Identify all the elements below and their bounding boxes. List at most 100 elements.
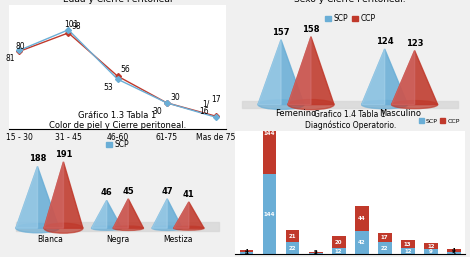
CCP (115, 75, 120, 78)
Bar (240, 252, 253, 254)
Text: 2: 2 (314, 251, 317, 256)
Polygon shape (362, 49, 384, 105)
Text: 123: 123 (406, 39, 423, 48)
Polygon shape (392, 51, 438, 105)
Bar (378, 233, 392, 242)
Bar (332, 248, 345, 254)
CCP (16, 50, 22, 53)
Bar (309, 252, 322, 253)
Title: Grafico 1.1 Tabla 1.
Edad y Cierre Peritoneal: Grafico 1.1 Tabla 1. Edad y Cierre Perit… (63, 0, 172, 4)
Bar (240, 250, 253, 252)
Bar (263, 174, 276, 254)
Bar (378, 242, 392, 254)
Text: 17: 17 (381, 235, 389, 240)
Polygon shape (16, 167, 38, 228)
Text: 45: 45 (123, 187, 134, 196)
Bar (286, 230, 299, 242)
Text: 12: 12 (335, 249, 342, 254)
Polygon shape (152, 199, 182, 228)
CCP (164, 101, 170, 104)
Bar (447, 252, 461, 254)
Text: 44: 44 (358, 216, 366, 221)
Polygon shape (258, 40, 281, 105)
Text: 16: 16 (199, 107, 209, 116)
Ellipse shape (113, 226, 143, 231)
Text: 157: 157 (272, 28, 290, 37)
Text: 30: 30 (171, 93, 180, 102)
Line: SCP: SCP (17, 28, 218, 119)
Bar (447, 249, 461, 252)
Ellipse shape (288, 99, 334, 110)
Text: Masculino: Masculino (379, 109, 421, 118)
CCP (65, 31, 71, 34)
Polygon shape (16, 222, 219, 231)
Ellipse shape (152, 226, 182, 231)
SCP (115, 78, 120, 81)
Text: 12: 12 (427, 244, 434, 249)
Text: 80: 80 (15, 42, 25, 51)
Ellipse shape (392, 100, 438, 109)
CCP (213, 115, 219, 118)
Text: 5: 5 (452, 251, 456, 255)
Text: 17: 17 (212, 95, 221, 104)
Bar (424, 249, 438, 254)
Text: 47: 47 (161, 187, 173, 196)
Text: 4: 4 (244, 249, 249, 254)
Bar (424, 243, 438, 249)
Polygon shape (92, 200, 107, 228)
Text: Blanca: Blanca (38, 235, 63, 244)
Polygon shape (392, 51, 415, 105)
Polygon shape (174, 202, 204, 228)
Bar (355, 231, 368, 254)
Ellipse shape (174, 226, 204, 230)
SCP (213, 116, 219, 119)
Bar (401, 248, 415, 254)
Text: 4: 4 (452, 248, 456, 253)
Polygon shape (362, 49, 408, 105)
Polygon shape (288, 37, 334, 105)
Title: Grafico 1.2 Tabla 1
Sexo y Cierre Peritoneal.: Grafico 1.2 Tabla 1 Sexo y Cierre Perito… (294, 0, 406, 4)
Title: Grafico 1.4 Tabla 1
Diagnóstico Operatorio.: Grafico 1.4 Tabla 1 Diagnóstico Operator… (305, 110, 396, 130)
Text: Femenino: Femenino (275, 109, 317, 118)
Text: 46: 46 (101, 188, 113, 197)
Text: 191: 191 (55, 150, 72, 159)
Text: 53: 53 (103, 83, 113, 92)
Bar (286, 242, 299, 254)
Ellipse shape (362, 100, 408, 109)
SCP (65, 28, 71, 31)
Bar (263, 93, 276, 174)
Ellipse shape (44, 223, 83, 233)
Text: 1/: 1/ (202, 99, 209, 108)
Bar (355, 206, 368, 231)
Polygon shape (44, 162, 83, 228)
Legend: SCP: SCP (103, 137, 132, 152)
Polygon shape (242, 101, 458, 108)
SCP (16, 49, 22, 52)
Text: 12: 12 (404, 249, 411, 254)
SCP (164, 101, 170, 104)
Text: 158: 158 (302, 25, 320, 34)
Text: 21: 21 (289, 234, 296, 239)
Text: 124: 124 (376, 37, 393, 46)
Polygon shape (44, 162, 63, 228)
Text: 22: 22 (381, 246, 388, 251)
Text: 81: 81 (5, 54, 15, 63)
Ellipse shape (92, 226, 122, 230)
Bar (332, 236, 345, 248)
Text: 41: 41 (183, 190, 195, 199)
Text: Negra: Negra (106, 235, 129, 244)
Polygon shape (174, 202, 189, 228)
Text: 2: 2 (314, 250, 317, 255)
Text: 98: 98 (71, 22, 81, 31)
Legend: SCP, CCP: SCP, CCP (417, 116, 462, 126)
Text: 101: 101 (64, 20, 78, 29)
Text: 20: 20 (335, 240, 342, 245)
Legend: CCP, SCP: CCP, SCP (169, 0, 222, 2)
Polygon shape (152, 199, 167, 228)
Text: 13: 13 (404, 242, 412, 246)
Title: Gráfico 1.3 Tabla 1
Color de piel y Cierre peritoneal.: Gráfico 1.3 Tabla 1 Color de piel y Cier… (49, 111, 186, 130)
Polygon shape (113, 199, 128, 228)
Text: 42: 42 (358, 240, 366, 245)
Ellipse shape (16, 224, 59, 233)
Text: 30: 30 (153, 107, 163, 116)
